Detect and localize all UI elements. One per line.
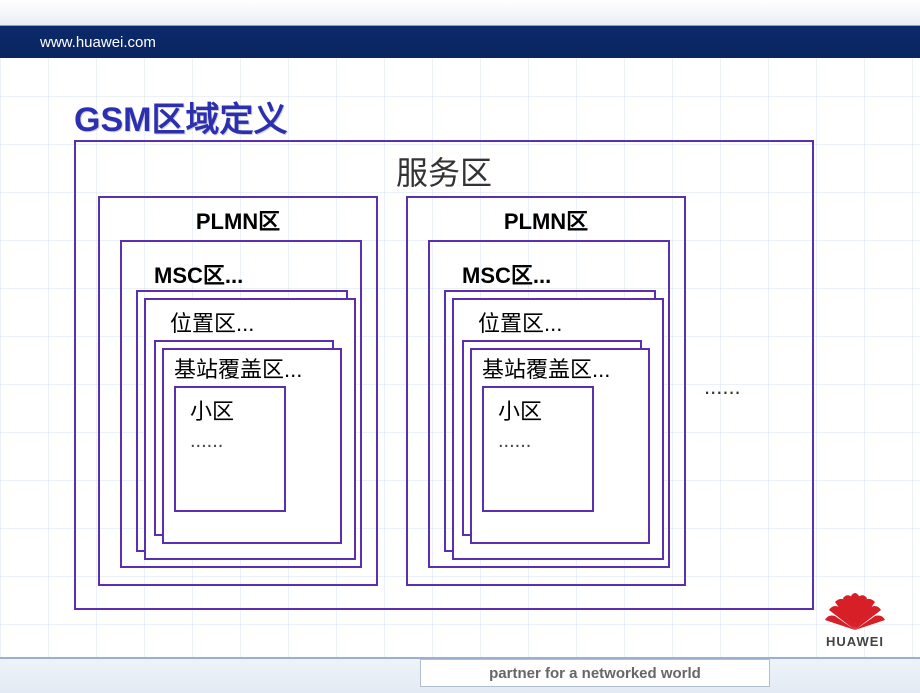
huawei-petals-icon [825, 590, 885, 632]
plmn-label-right: PLMN区 [406, 204, 686, 236]
msc-label-left: MSC区... [154, 258, 243, 290]
url-bar: www.huawei.com [0, 26, 920, 58]
diagram-area: 服务区 PLMN区 MSC区... 位置区... 基站覆盖区... 小区 ...… [74, 140, 814, 610]
huawei-logo: HUAWEI [816, 590, 894, 649]
cell-dots-left: ...... [190, 430, 223, 453]
slide-root: www.huawei.com GSM区域定义 服务区 PLMN区 MSC区...… [0, 0, 920, 693]
plmn-label-left: PLMN区 [98, 204, 378, 236]
msc-label-right: MSC区... [462, 258, 551, 290]
service-area-label: 服务区 [74, 148, 814, 194]
la-label-left: 位置区... [170, 306, 254, 338]
la-label-right: 位置区... [478, 306, 562, 338]
cell-label-left: 小区 [190, 394, 234, 426]
cell-dots-right: ...... [498, 430, 531, 453]
outer-ellipsis: ...... [704, 374, 741, 400]
footer-tagline: partner for a networked world [420, 659, 770, 687]
huawei-logo-text: HUAWEI [816, 634, 894, 649]
slide-title: GSM区域定义 [74, 92, 287, 141]
url-text: www.huawei.com [40, 34, 156, 51]
bs-label-right: 基站覆盖区... [482, 352, 610, 384]
cell-label-right: 小区 [498, 394, 542, 426]
top-decor-bar [0, 0, 920, 26]
bs-label-left: 基站覆盖区... [174, 352, 302, 384]
